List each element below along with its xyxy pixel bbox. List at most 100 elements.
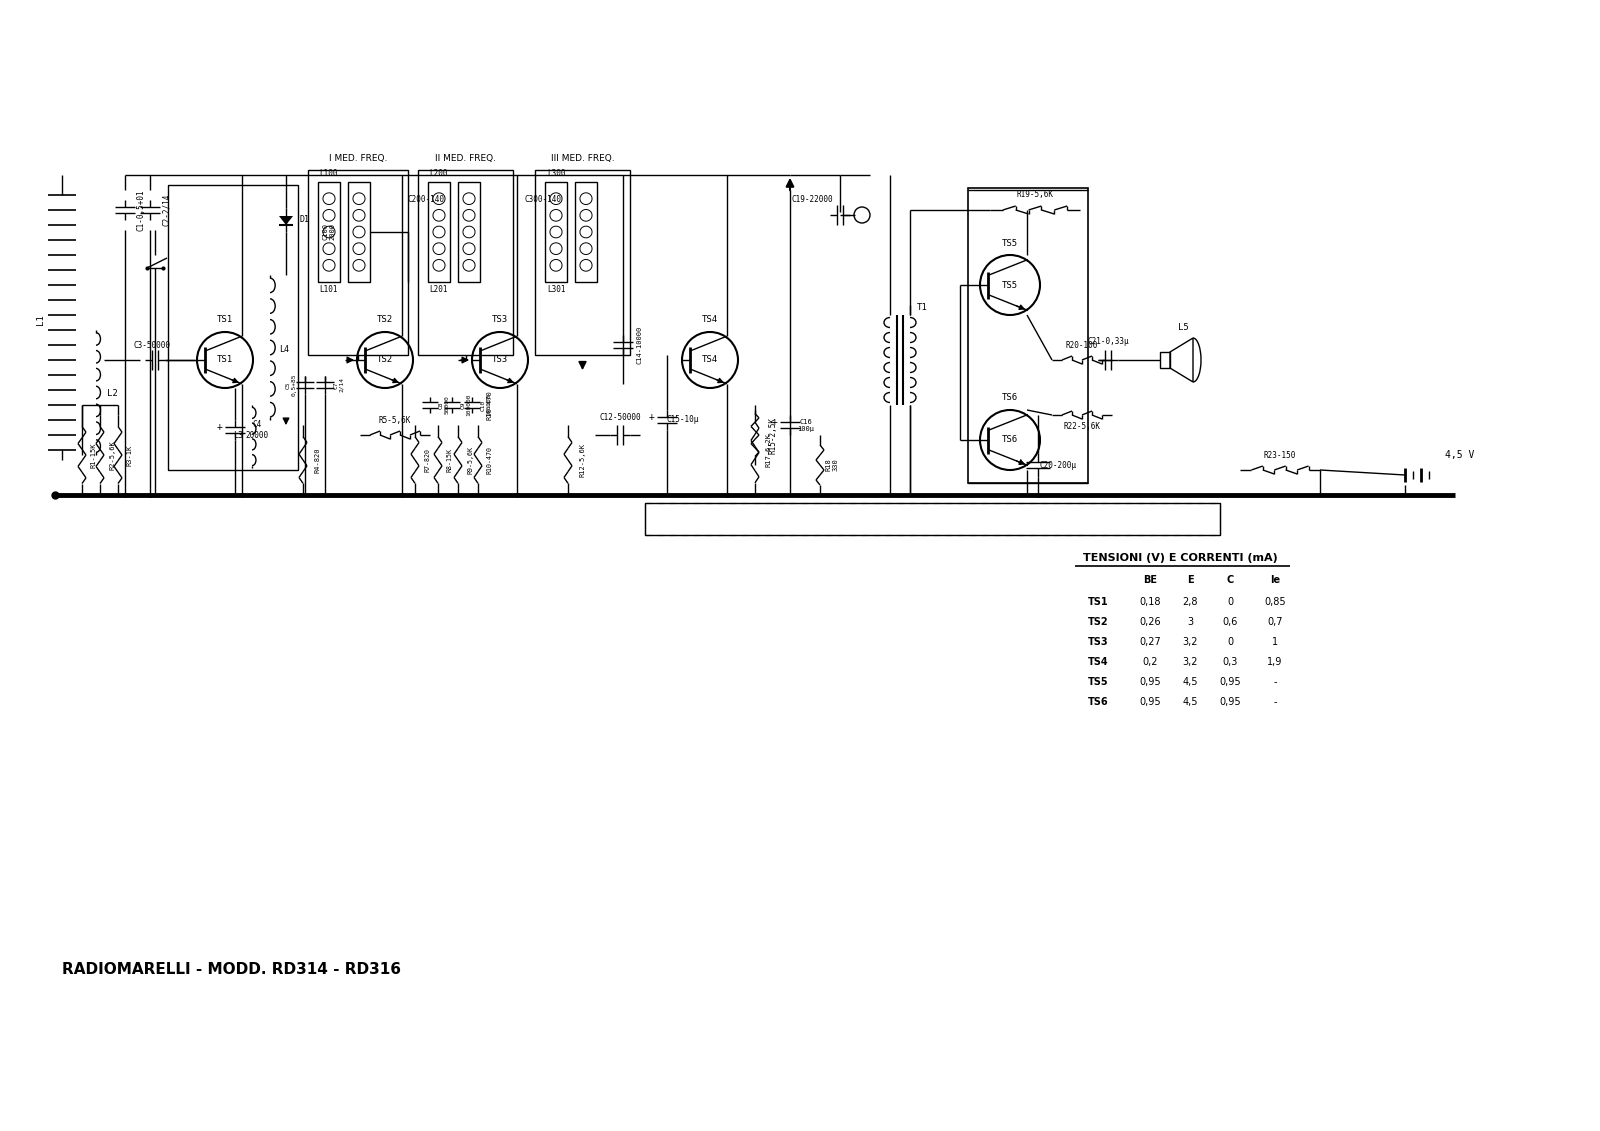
Text: L2: L2 [107,389,117,397]
Text: II MED. FREQ.: II MED. FREQ. [435,154,496,163]
Text: R22-5,6K: R22-5,6K [1064,423,1101,432]
Text: TS2: TS2 [378,355,394,364]
Text: 0,26: 0,26 [1139,618,1162,627]
Text: BE: BE [1142,575,1157,585]
Text: 0,18: 0,18 [1139,597,1160,607]
Text: 0,27: 0,27 [1139,637,1162,647]
Text: R8-15K: R8-15K [446,448,453,472]
Text: 4,5: 4,5 [1182,677,1198,687]
Text: L3: L3 [234,432,243,440]
Text: 0,7: 0,7 [1267,618,1283,627]
Bar [318,182,339,282]
Text: C3-50000: C3-50000 [133,340,171,349]
Text: +: + [218,422,222,432]
Text: C1-0,5+01: C1-0,5+01 [136,189,146,231]
Polygon shape [278,216,293,225]
Text: 4,5: 4,5 [1182,697,1198,707]
Text: TS3: TS3 [1088,637,1109,647]
Text: C8
50000: C8 50000 [438,396,450,414]
Text: R18
330: R18 330 [826,459,838,472]
Text: TS4: TS4 [702,316,718,325]
Text: T1: T1 [917,303,928,312]
Text: -: - [1274,697,1277,707]
Text: TS1: TS1 [218,316,234,325]
Text: TS3: TS3 [491,316,509,325]
Text: C9
100000: C9 100000 [461,394,472,416]
Text: C10
100000: C10 100000 [480,394,491,416]
Text: TS4: TS4 [702,355,718,364]
Text: C5
0,5+85: C5 0,5+85 [286,373,296,396]
Text: C20-200μ: C20-200μ [1040,460,1077,469]
Text: 3,2: 3,2 [1182,657,1198,667]
Text: C12-50000: C12-50000 [598,413,642,422]
Text: C14-10000: C14-10000 [637,326,642,364]
Text: L4: L4 [278,345,290,354]
Text: L301: L301 [547,285,565,294]
Text: Ie: Ie [1270,575,1280,585]
Text: 1: 1 [1272,637,1278,647]
Text: TS2: TS2 [378,316,394,325]
Text: 0: 0 [1227,637,1234,647]
Text: R2-5,6K: R2-5,6K [109,440,115,469]
Bar [534,170,630,355]
Text: TS5: TS5 [1002,239,1018,248]
Text: R20-100: R20-100 [1066,342,1098,351]
Text: TS6: TS6 [1088,697,1109,707]
Text: L101: L101 [320,285,338,294]
Text: L201: L201 [430,285,448,294]
Text: R5-5,6K: R5-5,6K [379,416,411,425]
Text: I MED. FREQ.: I MED. FREQ. [330,154,387,163]
Text: 0,2: 0,2 [1142,657,1158,667]
Text: C200-140: C200-140 [408,196,445,205]
Text: TS2: TS2 [1088,618,1109,627]
Text: C300-140: C300-140 [525,196,562,205]
Text: R19-5,6K: R19-5,6K [1016,190,1053,199]
Text: 0,95: 0,95 [1219,677,1242,687]
Text: TS3: TS3 [491,355,509,364]
Text: R17-6,2K: R17-6,2K [766,433,771,467]
Bar [645,503,1221,535]
Text: E: E [1187,575,1194,585]
Text: 1,9: 1,9 [1267,657,1283,667]
Text: +: + [773,417,778,428]
Text: 4,5 V: 4,5 V [1445,450,1475,460]
Text: R10-470: R10-470 [486,446,493,474]
Text: 2,8: 2,8 [1182,597,1198,607]
Bar [349,182,370,282]
Text: R10-470: R10-470 [486,390,493,420]
Text: RADIOMARELLI - MODD. RD314 - RD316: RADIOMARELLI - MODD. RD314 - RD316 [62,962,402,977]
Text: TS6: TS6 [1002,435,1018,444]
Text: R3-1K: R3-1K [126,444,133,466]
Bar [1160,352,1170,368]
Text: R12-5,6K: R12-5,6K [579,443,586,477]
Text: C21-0,33μ: C21-0,33μ [1086,337,1130,346]
Text: -: - [1274,677,1277,687]
Text: L100: L100 [320,170,338,179]
Bar [574,182,597,282]
Bar [168,185,298,470]
Text: III MED. FREQ.: III MED. FREQ. [550,154,614,163]
Text: 0,95: 0,95 [1139,697,1162,707]
Bar [418,170,514,355]
Text: TS1: TS1 [1088,597,1109,607]
Text: R1-15K: R1-15K [91,442,98,468]
Bar [307,170,408,355]
Bar [968,188,1088,483]
Text: TS5: TS5 [1088,677,1109,687]
Text: C: C [1226,575,1234,585]
Text: 0,85: 0,85 [1264,597,1286,607]
Text: 3: 3 [1187,618,1194,627]
Text: R9-5,6K: R9-5,6K [467,446,474,474]
Text: 0,3: 0,3 [1222,657,1238,667]
Text: L1: L1 [35,314,45,326]
Text: C2-2/14: C2-2/14 [162,193,171,226]
Text: 0,6: 0,6 [1222,618,1238,627]
Text: +: + [1018,457,1024,467]
Text: L200: L200 [430,170,448,179]
Text: R15-2,5K: R15-2,5K [768,416,778,454]
Text: R7-820: R7-820 [424,448,430,472]
Text: 0,95: 0,95 [1219,697,1242,707]
Text: C7
2/14: C7 2/14 [334,378,344,392]
Text: TENSIONI (V) E CORRENTI (mA): TENSIONI (V) E CORRENTI (mA) [1083,553,1277,563]
Text: C16
100μ: C16 100μ [797,418,814,432]
